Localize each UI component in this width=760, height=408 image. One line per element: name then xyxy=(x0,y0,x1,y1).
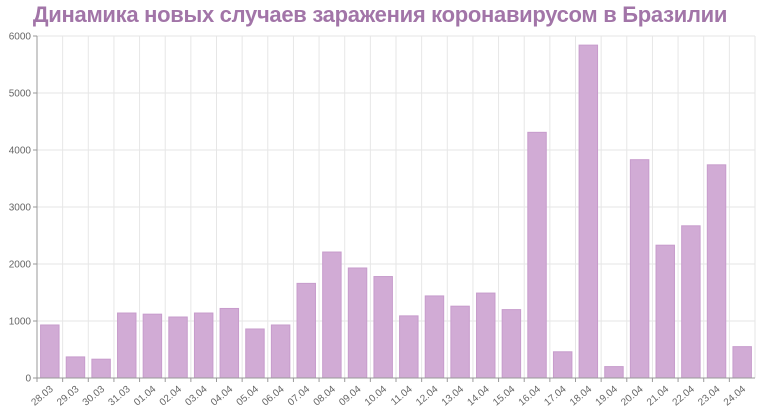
y-tick-label: 5000 xyxy=(9,89,32,100)
x-tick-label: 07.04 xyxy=(286,384,313,408)
x-tick-label: 13.04 xyxy=(440,384,467,408)
bar: 06.04: 930 xyxy=(270,324,291,379)
x-tick-label: 16.04 xyxy=(517,384,544,408)
bar: 17.04: 460 xyxy=(552,351,573,379)
bar: 22.04: 2670 xyxy=(681,225,701,379)
x-tick-label: 11.04 xyxy=(389,384,415,408)
x-tick-label: 31.03 xyxy=(106,384,133,408)
bar: 15.04: 1200 xyxy=(501,309,522,379)
bar: 28.03: 930 xyxy=(40,324,60,379)
bar: 10.04: 1780 xyxy=(373,276,393,379)
bar: 11.04: 1090 xyxy=(399,315,419,379)
bar: 12.04: 1440 xyxy=(424,295,445,379)
chart-title: Динамика новых случаев заражения коронав… xyxy=(32,2,728,27)
x-tick-label: 14.04 xyxy=(465,384,492,408)
x-tick-label: 18.04 xyxy=(568,384,595,408)
bar: 31.03: 1140 xyxy=(117,312,137,379)
y-tick-label: 6000 xyxy=(9,32,32,43)
bar: 02.04: 1070 xyxy=(168,316,188,379)
bar: 20.04: 3830 xyxy=(629,159,650,379)
x-tick-label: 01.04 xyxy=(132,384,159,408)
bar: 18.04: 5840 xyxy=(578,44,599,379)
bar: 04.04: 1220 xyxy=(219,307,240,379)
x-tick-label: 03.04 xyxy=(183,384,210,408)
x-tick-label: 28.03 xyxy=(30,384,57,408)
x-tick-label: 17.04 xyxy=(542,384,569,408)
x-tick-label: 02.04 xyxy=(158,384,185,408)
x-tick-label: 23.04 xyxy=(696,384,723,408)
bar: 23.04: 3740 xyxy=(706,164,727,379)
x-tick-label: 24.04 xyxy=(722,384,749,408)
x-tick-label: 05.04 xyxy=(235,384,262,408)
bar: 01.04: 1120 xyxy=(142,313,163,379)
bars: 28.03: 93029.03: 37030.03: 330 31.03: 114… xyxy=(40,44,752,379)
x-tick-label: 20.04 xyxy=(619,384,646,408)
bar: 09.04: 1930 xyxy=(347,267,368,379)
bar: 05.04: 860 xyxy=(245,328,265,379)
x-tick-label: 30.03 xyxy=(81,384,108,408)
x-tick-label: 22.04 xyxy=(671,384,698,408)
bar: 24.04: 550 xyxy=(732,346,752,379)
y-axis-ticks: 0 1000 2000 3000 4000 5000 6000 xyxy=(9,32,37,385)
x-tick-label: 21.04 xyxy=(645,384,672,408)
bar: 16.04: 4310 xyxy=(527,131,547,379)
bar: 07.04: 1660 xyxy=(296,282,316,379)
x-tick-label: 04.04 xyxy=(209,384,236,408)
y-tick-label: 4000 xyxy=(9,146,32,157)
bar: 08.04: 2210 xyxy=(322,251,342,379)
bar: 29.03: 370 xyxy=(65,356,86,379)
x-tick-label: 29.03 xyxy=(55,384,82,408)
y-tick-label: 3000 xyxy=(9,203,32,214)
x-tick-label: 12.04 xyxy=(414,384,441,408)
x-tick-label: 15.04 xyxy=(491,384,518,408)
x-tick-label: 08.04 xyxy=(312,384,339,408)
y-tick-label: 1000 xyxy=(9,317,32,328)
bar: 30.03: 330 xyxy=(91,358,111,379)
bar: 03.04: 1140 xyxy=(193,312,214,379)
x-tick-label: 10.04 xyxy=(363,384,390,408)
x-tick-label: 06.04 xyxy=(260,384,287,408)
x-tick-label: 09.04 xyxy=(337,384,364,408)
x-axis-ticks: 28.03 29.03 30.03 31.03 01.04 02.04 03.04 04.04… xyxy=(30,378,749,408)
gridlines xyxy=(37,35,756,378)
y-tick-label: 2000 xyxy=(9,260,32,271)
y-tick-label: 0 xyxy=(25,374,31,385)
bar: 13.04: 1260 xyxy=(450,305,470,379)
x-tick-label: 19.04 xyxy=(594,384,621,408)
bar: 14.04: 1490 xyxy=(476,292,496,379)
bar: 21.04: 2330 xyxy=(655,244,675,379)
bar: 19.04: 200 xyxy=(604,366,624,379)
